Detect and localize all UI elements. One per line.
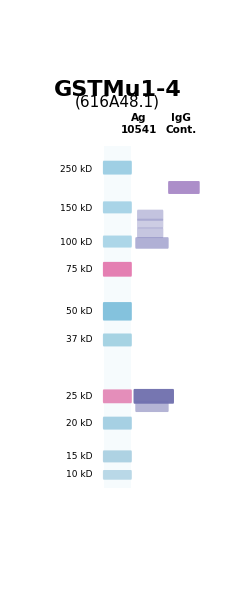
Text: 25 kD: 25 kD: [66, 392, 93, 401]
FancyBboxPatch shape: [137, 209, 163, 221]
FancyBboxPatch shape: [103, 470, 132, 480]
Text: 250 kD: 250 kD: [60, 164, 93, 173]
FancyBboxPatch shape: [135, 401, 169, 412]
Text: (616A48.1): (616A48.1): [75, 95, 160, 110]
FancyBboxPatch shape: [104, 146, 131, 488]
FancyBboxPatch shape: [103, 302, 132, 320]
Text: IgG
Cont.: IgG Cont.: [166, 113, 197, 135]
FancyBboxPatch shape: [168, 181, 200, 194]
FancyBboxPatch shape: [103, 389, 132, 403]
Text: Ag
10541: Ag 10541: [120, 113, 157, 135]
Text: 100 kD: 100 kD: [60, 238, 93, 247]
Text: GSTMu1-4: GSTMu1-4: [54, 80, 181, 100]
FancyBboxPatch shape: [103, 202, 132, 214]
FancyBboxPatch shape: [103, 161, 132, 175]
FancyBboxPatch shape: [135, 237, 169, 249]
Text: 50 kD: 50 kD: [66, 307, 93, 316]
Text: 15 kD: 15 kD: [66, 452, 93, 461]
Text: 75 kD: 75 kD: [66, 265, 93, 274]
FancyBboxPatch shape: [103, 416, 132, 430]
Text: 150 kD: 150 kD: [60, 204, 93, 213]
FancyBboxPatch shape: [137, 218, 163, 229]
FancyBboxPatch shape: [103, 262, 132, 277]
Text: 37 kD: 37 kD: [66, 335, 93, 344]
FancyBboxPatch shape: [137, 227, 163, 238]
Text: 10 kD: 10 kD: [66, 470, 93, 479]
FancyBboxPatch shape: [103, 334, 132, 346]
FancyBboxPatch shape: [103, 451, 132, 463]
FancyBboxPatch shape: [134, 389, 174, 404]
FancyBboxPatch shape: [103, 236, 132, 248]
Text: 20 kD: 20 kD: [66, 419, 93, 428]
